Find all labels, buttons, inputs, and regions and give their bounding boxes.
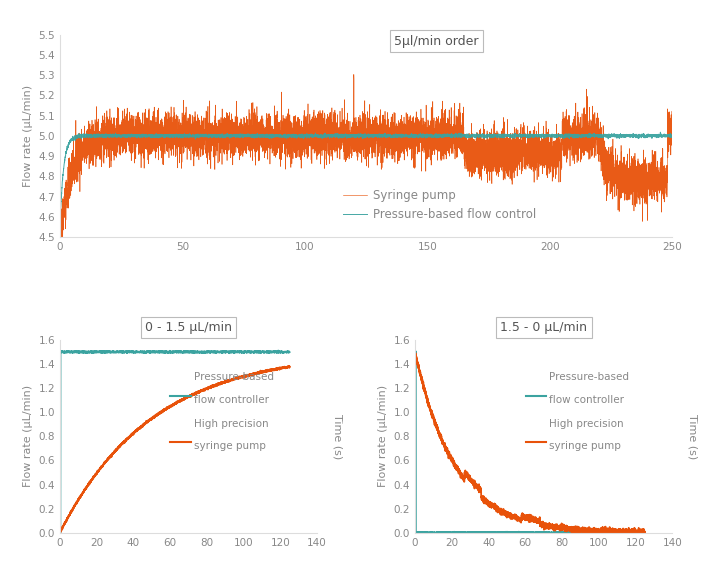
Text: High precision: High precision [549, 419, 624, 429]
Pressure-based flow control [542, 132, 551, 139]
Line: Syringe pump: Syringe pump [60, 74, 672, 251]
Syringe pump [56, 228, 64, 235]
Syringe pump [56, 247, 65, 254]
Pressure-based flow control [656, 129, 665, 136]
Text: syringe pump: syringe pump [194, 441, 265, 451]
Pressure-based flow control [668, 132, 677, 139]
Line: Pressure-based flow control: Pressure-based flow control [60, 132, 672, 227]
Text: High precision: High precision [194, 419, 268, 429]
Text: flow controller: flow controller [549, 395, 624, 404]
Text: flow controller: flow controller [194, 395, 269, 404]
Pressure-based flow control [56, 223, 64, 230]
Syringe pump [87, 140, 95, 147]
Syringe pump [277, 113, 286, 120]
Syringe pump [350, 71, 358, 78]
Syringe pump [418, 122, 427, 128]
Text: 5μl/min order: 5μl/min order [394, 35, 479, 48]
Syringe pump [668, 109, 677, 116]
Pressure-based flow control [510, 132, 518, 139]
Pressure-based flow control [445, 133, 453, 140]
Syringe pump [543, 165, 551, 172]
Text: Time (s): Time (s) [333, 414, 343, 459]
Y-axis label: Flow rate (μL/min): Flow rate (μL/min) [23, 385, 33, 487]
Legend: Syringe pump, Pressure-based flow control: Syringe pump, Pressure-based flow contro… [343, 189, 536, 221]
Text: Pressure-based: Pressure-based [549, 372, 629, 382]
Text: syringe pump: syringe pump [549, 441, 621, 451]
Pressure-based flow control [418, 131, 427, 138]
Pressure-based flow control [87, 132, 95, 139]
Syringe pump [445, 122, 453, 128]
Text: Time (s): Time (s) [688, 414, 698, 459]
Text: Pressure-based: Pressure-based [194, 372, 274, 382]
Text: 0 - 1.5 μL/min: 0 - 1.5 μL/min [145, 321, 232, 334]
Pressure-based flow control [277, 134, 286, 141]
Syringe pump [510, 147, 518, 154]
Text: 1.5 - 0 μL/min: 1.5 - 0 μL/min [500, 321, 587, 334]
Y-axis label: Flow rate (μL/min): Flow rate (μL/min) [378, 385, 388, 487]
Y-axis label: Flow rate (μL/min): Flow rate (μL/min) [23, 85, 33, 187]
